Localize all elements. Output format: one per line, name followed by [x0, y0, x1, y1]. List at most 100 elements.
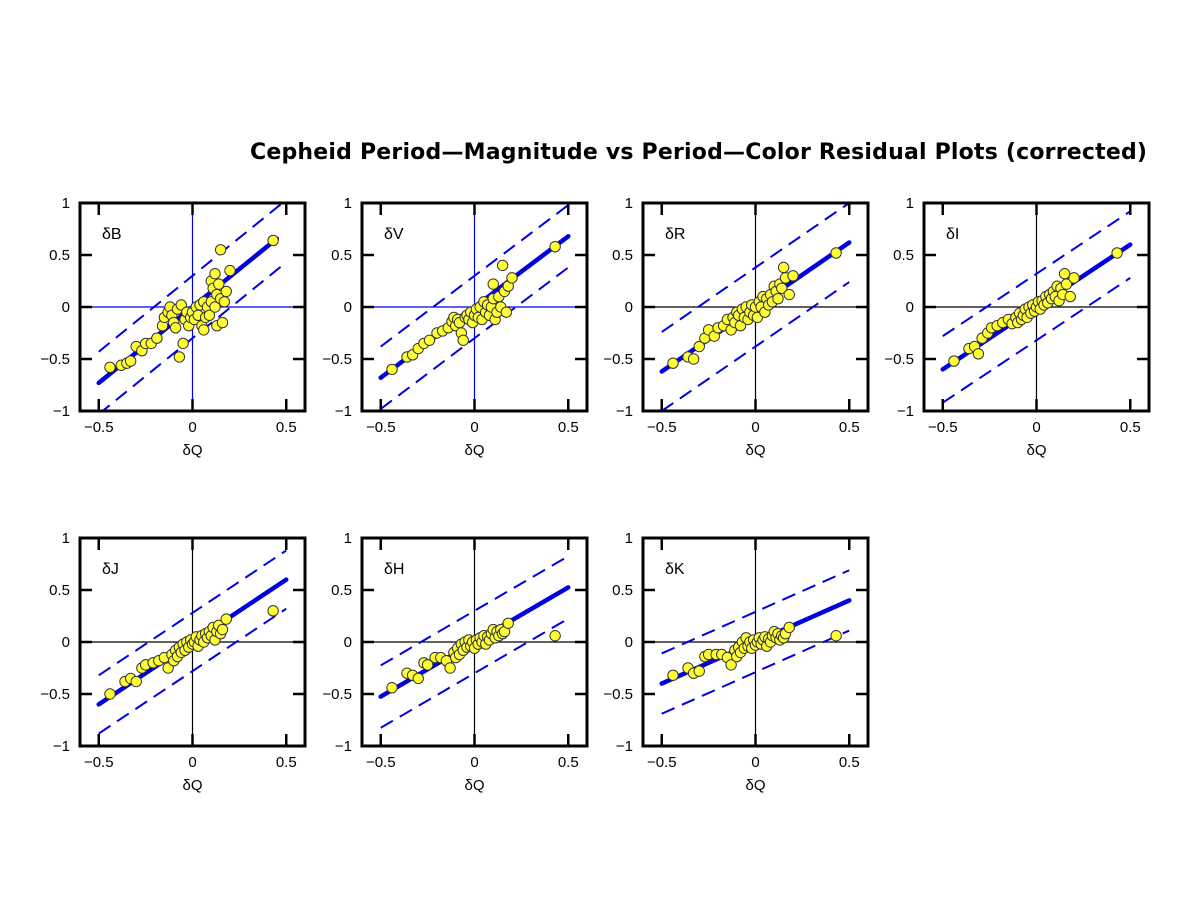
data-point: [496, 259, 509, 272]
data-point: [209, 268, 221, 280]
x-axis-label: δQ: [745, 442, 765, 459]
y-tick-label: −0.5: [603, 686, 633, 703]
y-tick-label: −0.5: [884, 351, 914, 368]
band-upper-line: [942, 210, 1131, 337]
data-point: [667, 357, 679, 369]
data-point: [423, 334, 436, 346]
data-point: [220, 285, 232, 298]
y-tick-label: 1: [906, 195, 914, 212]
panel-0: −0.5 0 0.5 −1 −0.5 0 0.5 1 δB δQ: [40, 195, 307, 459]
y-tick-label: −1: [616, 403, 633, 420]
x-axis-label: δQ: [182, 442, 202, 459]
x-tick-label: −0.5: [928, 419, 958, 436]
y-tick-label: 0.5: [331, 247, 352, 264]
band-upper-line: [380, 204, 569, 348]
data-point: [216, 316, 229, 329]
y-tick-label: 0: [62, 299, 70, 316]
data-point: [783, 621, 795, 634]
y-tick-label: 1: [62, 195, 70, 212]
data-point: [457, 334, 469, 346]
y-tick-label: 1: [625, 195, 633, 212]
x-axis-label: δQ: [1026, 442, 1046, 459]
x-axis-label: δQ: [745, 777, 765, 794]
data-point: [783, 288, 795, 301]
band-label: δV: [384, 226, 404, 243]
y-tick-label: −1: [53, 403, 70, 420]
data-point: [687, 353, 700, 365]
x-tick-label: 0: [751, 754, 759, 771]
band-label: δJ: [102, 561, 119, 578]
x-tick-label: 0: [188, 419, 196, 436]
data-point: [1058, 268, 1071, 280]
data-point: [151, 332, 163, 344]
y-tick-label: 0.5: [893, 247, 914, 264]
data-point: [549, 630, 561, 642]
x-axis-label: δQ: [182, 777, 202, 794]
data-point: [214, 244, 227, 256]
panel-6: −0.5 0 0.5 −1 −0.5 0 0.5 1 δK δQ: [603, 530, 870, 794]
band-label: δI: [946, 226, 959, 243]
y-tick-label: 0: [906, 299, 914, 316]
x-tick-label: 0: [751, 419, 759, 436]
x-tick-label: −0.5: [366, 419, 396, 436]
data-point: [386, 363, 398, 376]
y-tick-label: −0.5: [322, 351, 352, 368]
y-tick-label: 0: [344, 634, 352, 651]
data-point: [104, 688, 116, 700]
x-tick-label: 0: [188, 754, 196, 771]
x-tick-label: 0: [470, 419, 478, 436]
data-point: [421, 659, 434, 671]
band-label: δR: [665, 226, 685, 243]
data-point: [500, 306, 513, 318]
x-tick-label: 0.5: [558, 419, 579, 436]
data-point: [218, 296, 231, 308]
y-tick-label: 0: [62, 634, 70, 651]
panel-5: −0.5 0 0.5 −1 −0.5 0 0.5 1 δH δQ: [322, 530, 589, 794]
data-point: [948, 355, 960, 367]
page-title: Cepheid Period—Magnitude vs Period—Color…: [250, 140, 1148, 165]
band-lower-line: [101, 261, 287, 411]
x-tick-label: 0: [470, 754, 478, 771]
panel-3: −0.5 0 0.5 −1 −0.5 0 0.5 1 δI δQ: [884, 195, 1151, 459]
panel-4: −0.5 0 0.5 −1 −0.5 0 0.5 1 δJ δQ: [40, 530, 307, 794]
data-point: [776, 282, 788, 294]
x-tick-label: 0.5: [839, 419, 860, 436]
x-tick-label: 0.5: [276, 419, 297, 436]
band-upper-line: [98, 549, 287, 677]
x-tick-label: −0.5: [84, 419, 114, 436]
x-tick-label: −0.5: [647, 419, 677, 436]
x-axis-label: δQ: [464, 442, 484, 459]
y-tick-label: −1: [616, 738, 633, 755]
data-point: [198, 324, 210, 336]
data-point: [104, 361, 116, 374]
y-tick-label: 0.5: [612, 582, 633, 599]
y-tick-label: 0.5: [612, 247, 633, 264]
y-tick-label: −0.5: [603, 351, 633, 368]
y-tick-label: 0.5: [331, 582, 352, 599]
data-point: [1064, 290, 1076, 303]
x-tick-label: −0.5: [647, 754, 677, 771]
y-tick-label: 1: [344, 195, 352, 212]
band-lower-line: [661, 629, 850, 715]
data-point: [549, 240, 561, 253]
x-tick-label: 0.5: [558, 754, 579, 771]
data-point: [203, 309, 216, 322]
band-lower-line: [661, 281, 850, 411]
y-tick-label: 0: [625, 634, 633, 651]
data-point: [487, 278, 499, 290]
band-upper-line: [380, 555, 569, 667]
data-point: [216, 623, 229, 636]
y-tick-label: 0: [625, 299, 633, 316]
band-upper-line: [661, 203, 850, 333]
data-point: [267, 605, 279, 617]
data-point: [224, 264, 236, 277]
y-tick-label: 0.5: [49, 247, 70, 264]
data-point: [1111, 247, 1123, 259]
x-tick-label: 0: [1032, 419, 1040, 436]
band-lower-line: [942, 277, 1131, 404]
data-point: [693, 340, 705, 353]
data-point: [693, 665, 705, 677]
y-tick-label: 0: [344, 299, 352, 316]
band-label: δB: [102, 226, 122, 243]
data-point: [209, 301, 221, 313]
